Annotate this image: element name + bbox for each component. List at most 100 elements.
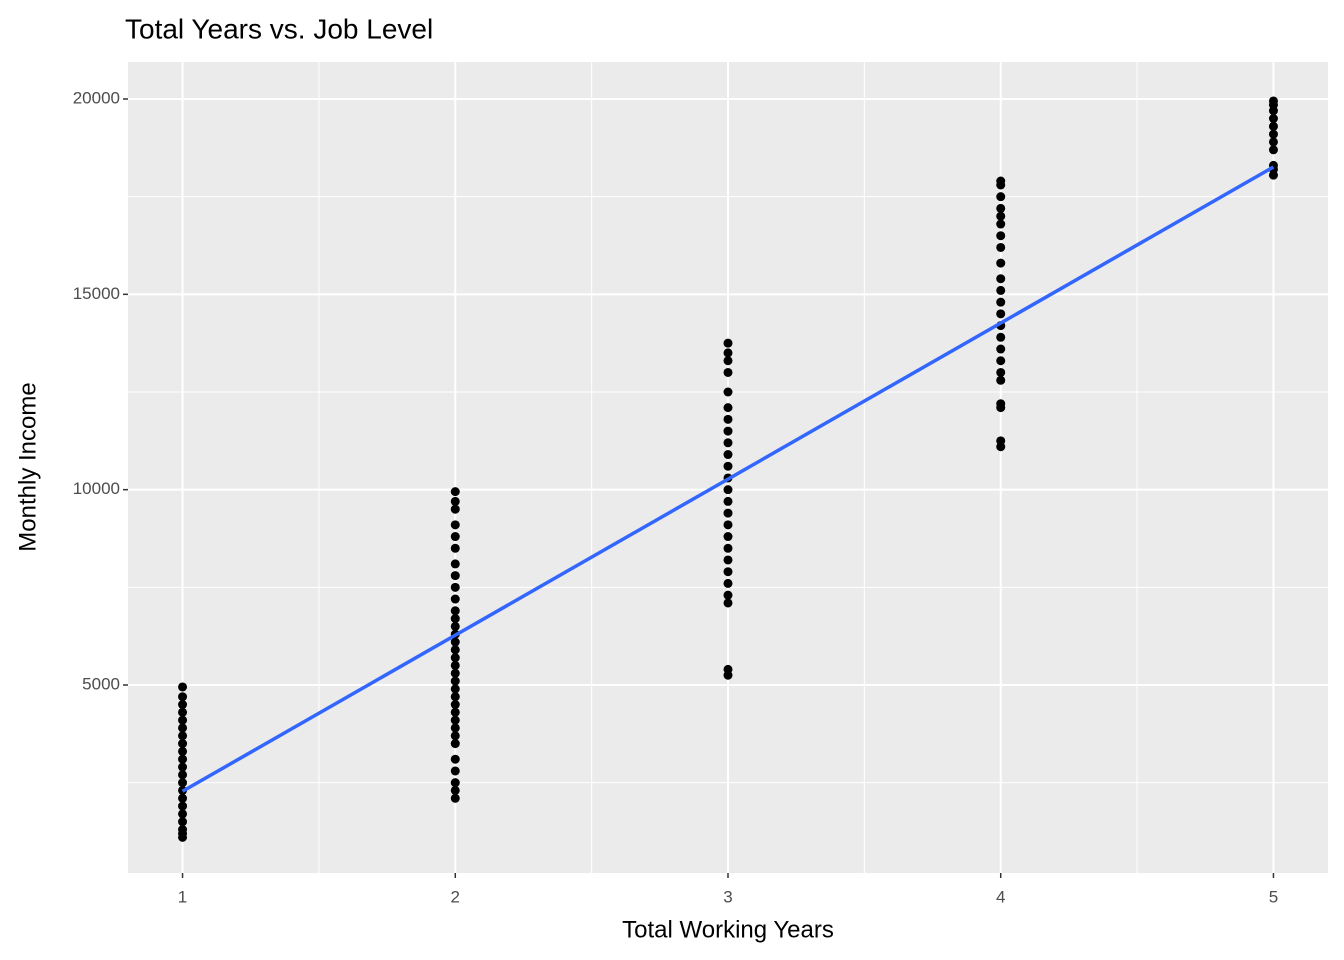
point [178, 723, 188, 733]
point [723, 387, 733, 397]
trend-line [181, 165, 1275, 793]
point [996, 297, 1006, 307]
point [1268, 114, 1278, 124]
point [723, 426, 733, 436]
point [723, 438, 733, 448]
point [450, 621, 460, 631]
point [450, 504, 460, 514]
point [723, 555, 733, 565]
point [723, 508, 733, 518]
point [723, 520, 733, 530]
point [723, 450, 733, 460]
point [450, 684, 460, 694]
y-tick-label: 10000 [73, 479, 120, 498]
point [1268, 121, 1278, 131]
point [450, 739, 460, 749]
point [450, 582, 460, 592]
point [996, 242, 1006, 252]
point [450, 785, 460, 795]
x-axis-title: Total Working Years [622, 916, 834, 943]
point [996, 274, 1006, 284]
point [450, 692, 460, 702]
point [996, 332, 1006, 342]
point [996, 219, 1006, 229]
point [723, 367, 733, 377]
point [723, 598, 733, 608]
point [723, 496, 733, 506]
point [178, 692, 188, 702]
point [723, 348, 733, 358]
x-tick-label: 5 [1269, 887, 1278, 906]
chart-title: Total Years vs. Job Level [125, 13, 433, 44]
point [1268, 145, 1278, 155]
point [178, 700, 188, 710]
point [996, 231, 1006, 241]
point [178, 770, 188, 780]
point [723, 461, 733, 471]
point [723, 532, 733, 542]
x-tick-label: 3 [723, 887, 732, 906]
point [723, 485, 733, 495]
point [996, 375, 1006, 385]
point [178, 825, 188, 835]
point [178, 778, 188, 788]
point [450, 594, 460, 604]
point [178, 801, 188, 811]
y-tick-label: 20000 [73, 88, 120, 107]
point [1268, 96, 1278, 106]
point [723, 578, 733, 588]
point [450, 543, 460, 553]
point [450, 715, 460, 725]
point [996, 258, 1006, 268]
x-tick-label: 1 [178, 887, 187, 906]
point [178, 809, 188, 819]
point [178, 739, 188, 749]
point [450, 637, 460, 647]
point [450, 645, 460, 655]
point [996, 203, 1006, 213]
y-axis-title: Monthly Income [14, 382, 41, 551]
point [178, 793, 188, 803]
point [450, 700, 460, 710]
point [996, 436, 1006, 446]
point [178, 707, 188, 717]
point [450, 496, 460, 506]
point [178, 817, 188, 827]
y-tick-label: 15000 [73, 284, 120, 303]
point [450, 520, 460, 530]
point [996, 176, 1006, 186]
point [450, 793, 460, 803]
point [723, 567, 733, 577]
point [723, 356, 733, 366]
point [450, 778, 460, 788]
x-tick-label: 4 [996, 887, 1005, 906]
point [723, 414, 733, 424]
x-tick-label: 2 [451, 887, 460, 906]
y-tick-label: 5000 [82, 674, 120, 693]
point [996, 367, 1006, 377]
point [450, 668, 460, 678]
point [723, 338, 733, 348]
point [723, 403, 733, 413]
point [450, 660, 460, 670]
point [1268, 137, 1278, 147]
point [996, 356, 1006, 366]
point [178, 754, 188, 764]
point [178, 762, 188, 772]
point [996, 399, 1006, 409]
point [450, 614, 460, 624]
point [723, 664, 733, 674]
point [178, 715, 188, 725]
point [996, 309, 1006, 319]
point [450, 559, 460, 569]
point [723, 590, 733, 600]
point [450, 532, 460, 542]
point [450, 707, 460, 717]
point [450, 731, 460, 741]
point [178, 746, 188, 756]
point [996, 285, 1006, 295]
point [450, 723, 460, 733]
point [450, 653, 460, 663]
point [1268, 129, 1278, 139]
